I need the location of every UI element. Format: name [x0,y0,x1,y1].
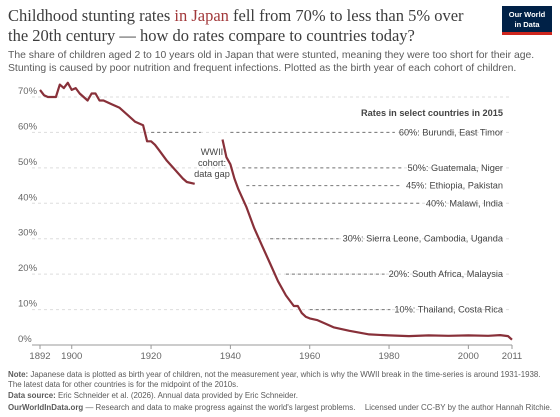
reference-label: 20%: South Africa, Malaysia [389,269,504,279]
reference-label: 40%: Malawi, India [426,198,504,208]
note: Note: Japanese data is plotted as birth … [8,370,540,379]
annotation-header: Rates in select countries in 2015 [361,108,503,118]
y-tick-label: 40% [18,192,38,203]
subtitle: The share of children aged 2 to 10 years… [8,50,534,61]
note-label: Note: [8,370,28,379]
site-text: — Research and data to make progress aga… [83,403,355,412]
logo-text: in Data [514,20,540,29]
x-tick-label: 2011 [502,351,522,362]
logo-text: Our World [509,10,546,19]
title-highlight: in Japan [174,6,229,25]
x-tick-label: 1960 [299,351,320,362]
logo-stripe [502,32,552,35]
x-tick-label: 2000 [458,351,479,362]
source: Data source: Eric Schneider et al. (2026… [8,391,298,400]
reference-label: 45%: Ethiopia, Pakistan [406,181,503,191]
chart-title: Childhood stunting rates in Japan fell f… [8,6,464,25]
x-tick-label: 1940 [220,351,241,362]
title-text: Childhood stunting rates [8,6,174,25]
reference-label: 10%: Thailand, Costa Rica [394,305,503,315]
logo [502,6,552,35]
note-text: Japanese data is plotted as birth year o… [30,370,540,379]
x-tick-label: 1920 [140,351,161,362]
y-tick-label: 0% [18,334,32,345]
source-label: Data source: [8,391,56,400]
site: OurWorldInData.org — Research and data t… [8,403,355,412]
y-tick-label: 50% [18,157,38,168]
title-text: fell from 70% to less than 5% over [229,6,464,25]
gap-label: data gap [194,169,230,179]
y-tick-label: 20% [18,263,38,274]
license: Licensed under CC-BY by the author Hanna… [365,403,552,412]
site-name: OurWorldInData.org [8,403,83,412]
reference-label: 50%: Guatemala, Niger [408,163,504,173]
reference-label: 30%: Sierra Leone, Cambodia, Uganda [343,234,504,244]
chart-title: the 20th century — how do rates compare … [8,26,415,45]
x-tick-label: 1980 [378,351,399,362]
source-text: Eric Schneider et al. (2026). Annual dat… [58,391,298,400]
x-tick-label: 1900 [61,351,82,362]
y-tick-label: 60% [18,121,38,132]
subtitle: Stunting is caused by poor nutrition and… [8,63,516,74]
note: The latest data for other countries is f… [8,380,238,389]
data-line [39,81,513,341]
reference-label: 60%: Burundi, East Timor [399,127,503,137]
gap-label: cohort: [198,158,226,168]
x-tick-label: 1892 [29,351,50,362]
y-tick-label: 10% [18,299,38,310]
y-tick-label: 30% [18,228,38,239]
gap-label: WWII [201,147,223,157]
y-tick-label: 70% [18,86,38,97]
